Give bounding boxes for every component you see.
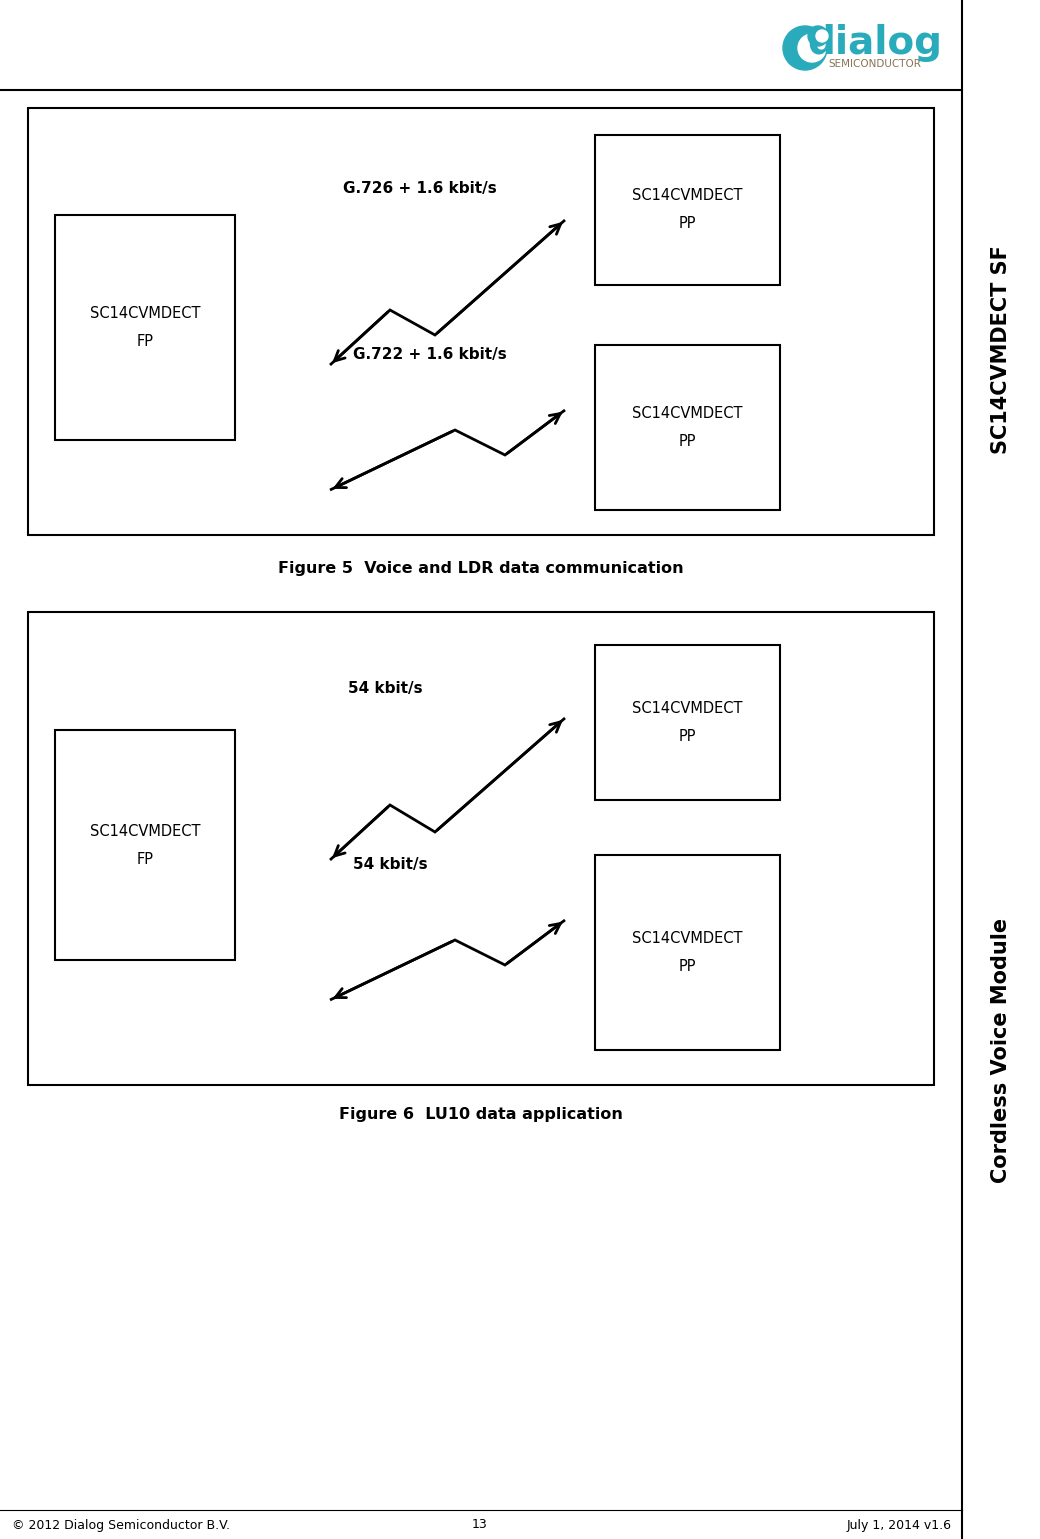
- Text: FP: FP: [136, 851, 154, 866]
- Bar: [28, 613, 934, 1085]
- Text: SEMICONDUCTOR: SEMICONDUCTOR: [829, 58, 921, 69]
- Text: 54 kbit/s: 54 kbit/s: [353, 857, 427, 873]
- Text: G.722 + 1.6 kbit/s: G.722 + 1.6 kbit/s: [354, 348, 506, 363]
- Bar: [595, 345, 780, 509]
- Text: SC14CVMDECT: SC14CVMDECT: [632, 406, 743, 422]
- Text: dialog: dialog: [807, 25, 942, 62]
- Text: © 2012 Dialog Semiconductor B.V.: © 2012 Dialog Semiconductor B.V.: [12, 1519, 230, 1531]
- Bar: [55, 729, 235, 960]
- Circle shape: [798, 34, 826, 62]
- Text: 54 kbit/s: 54 kbit/s: [347, 680, 422, 696]
- Bar: [962, 0, 1040, 1539]
- Text: PP: PP: [679, 217, 696, 231]
- Text: SC14CVMDECT: SC14CVMDECT: [89, 823, 201, 839]
- Circle shape: [816, 29, 828, 42]
- Text: SC14CVMDECT: SC14CVMDECT: [632, 700, 743, 716]
- Bar: [55, 215, 235, 440]
- Circle shape: [783, 26, 827, 69]
- Text: FP: FP: [136, 334, 154, 349]
- Text: SC14CVMDECT SF: SC14CVMDECT SF: [991, 246, 1011, 454]
- Circle shape: [808, 26, 828, 46]
- Text: SC14CVMDECT: SC14CVMDECT: [89, 306, 201, 322]
- Text: G.726 + 1.6 kbit/s: G.726 + 1.6 kbit/s: [343, 180, 497, 195]
- Text: SC14CVMDECT: SC14CVMDECT: [632, 931, 743, 946]
- Text: 13: 13: [472, 1519, 488, 1531]
- Bar: [595, 645, 780, 800]
- Bar: [595, 856, 780, 1050]
- Bar: [595, 135, 780, 285]
- Text: PP: PP: [679, 434, 696, 449]
- Text: Figure 6  LU10 data application: Figure 6 LU10 data application: [339, 1108, 623, 1122]
- Text: Figure 5  Voice and LDR data communication: Figure 5 Voice and LDR data communicatio…: [278, 560, 684, 576]
- Text: July 1, 2014 v1.6: July 1, 2014 v1.6: [847, 1519, 952, 1531]
- Text: PP: PP: [679, 959, 696, 974]
- Text: PP: PP: [679, 729, 696, 743]
- Text: SC14CVMDECT: SC14CVMDECT: [632, 188, 743, 203]
- Bar: [28, 108, 934, 536]
- Text: Cordless Voice Module: Cordless Voice Module: [991, 917, 1011, 1182]
